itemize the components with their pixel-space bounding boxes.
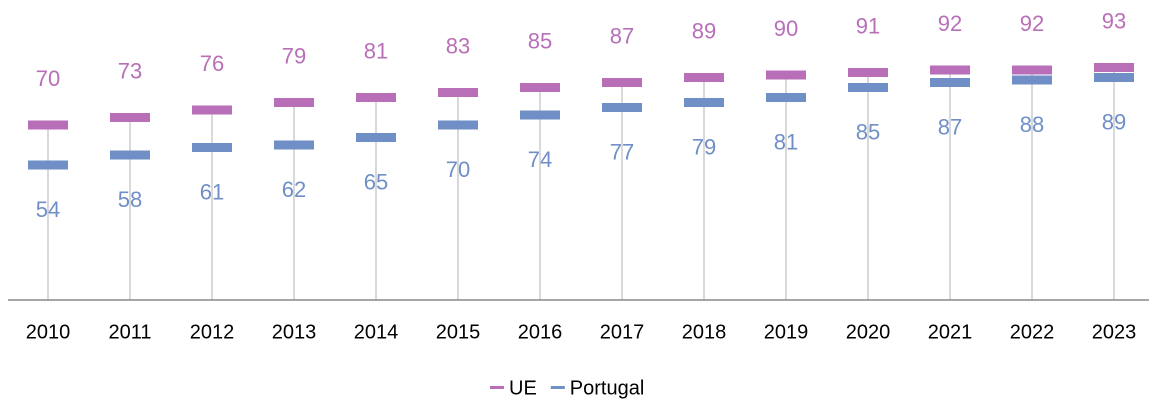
x-tick-label: 2013 (272, 321, 317, 343)
marker (1094, 73, 1134, 82)
data-label: 89 (1102, 109, 1126, 134)
marker (766, 70, 806, 80)
data-label: 70 (446, 157, 470, 182)
x-tick-label: 2022 (1010, 321, 1055, 343)
data-label: 74 (528, 147, 552, 172)
data-label: 76 (200, 51, 224, 76)
data-label: 73 (118, 58, 142, 83)
marker (1094, 63, 1134, 72)
legend-label: UE (509, 377, 537, 399)
marker (1012, 65, 1052, 75)
marker (356, 93, 396, 102)
marker (684, 73, 724, 82)
marker (848, 83, 888, 92)
legend-swatch (490, 386, 504, 389)
marker (192, 143, 232, 152)
data-label: 61 (200, 179, 224, 204)
marker (28, 120, 68, 130)
marker (110, 150, 150, 160)
data-label: 58 (118, 187, 142, 212)
data-label: 77 (610, 139, 634, 164)
x-tick-label: 2020 (846, 321, 891, 343)
data-label: 54 (36, 197, 60, 222)
data-label: 62 (282, 177, 306, 202)
x-tick-label: 2015 (436, 321, 481, 343)
x-tick-label: 2019 (764, 321, 809, 343)
x-tick-label: 2014 (354, 321, 399, 343)
marker (274, 98, 314, 107)
data-label: 83 (446, 33, 470, 58)
data-label: 81 (774, 129, 798, 154)
data-label: 90 (774, 16, 798, 41)
data-label: 87 (610, 23, 634, 48)
marker (930, 65, 970, 75)
marker (848, 68, 888, 77)
data-label: 79 (282, 43, 306, 68)
data-label: 79 (692, 134, 716, 159)
marker (766, 93, 806, 102)
marker (602, 78, 642, 87)
x-tick-label: 2012 (190, 321, 235, 343)
x-tick-label: 2010 (26, 321, 71, 343)
marker (520, 83, 560, 92)
marker (438, 120, 478, 130)
data-label: 88 (1020, 112, 1044, 137)
data-label: 93 (1102, 8, 1126, 33)
marker (28, 160, 68, 170)
data-label: 70 (36, 66, 60, 91)
marker (520, 110, 560, 120)
x-tick-label: 2023 (1092, 321, 1137, 343)
data-label: 81 (364, 38, 388, 63)
legend-label: Portugal (570, 377, 645, 399)
data-label: 92 (938, 11, 962, 36)
data-label: 87 (938, 114, 962, 139)
legend-swatch (550, 386, 565, 389)
x-tick-label: 2017 (600, 321, 645, 343)
data-label: 92 (1020, 11, 1044, 36)
data-label: 85 (528, 28, 552, 53)
x-tick-label: 2016 (518, 321, 563, 343)
marker (274, 140, 314, 150)
marker (930, 78, 970, 87)
marker (1012, 75, 1052, 85)
data-label: 89 (692, 18, 716, 43)
marker (438, 88, 478, 97)
marker (110, 113, 150, 122)
x-tick-label: 2021 (928, 321, 973, 343)
x-tick-label: 2011 (108, 321, 151, 343)
marker (602, 103, 642, 112)
data-label: 91 (856, 13, 880, 38)
marker (356, 133, 396, 142)
marker (684, 98, 724, 107)
data-label: 65 (364, 169, 388, 194)
marker (192, 105, 232, 115)
data-label: 85 (856, 119, 880, 144)
x-tick-label: 2018 (682, 321, 727, 343)
